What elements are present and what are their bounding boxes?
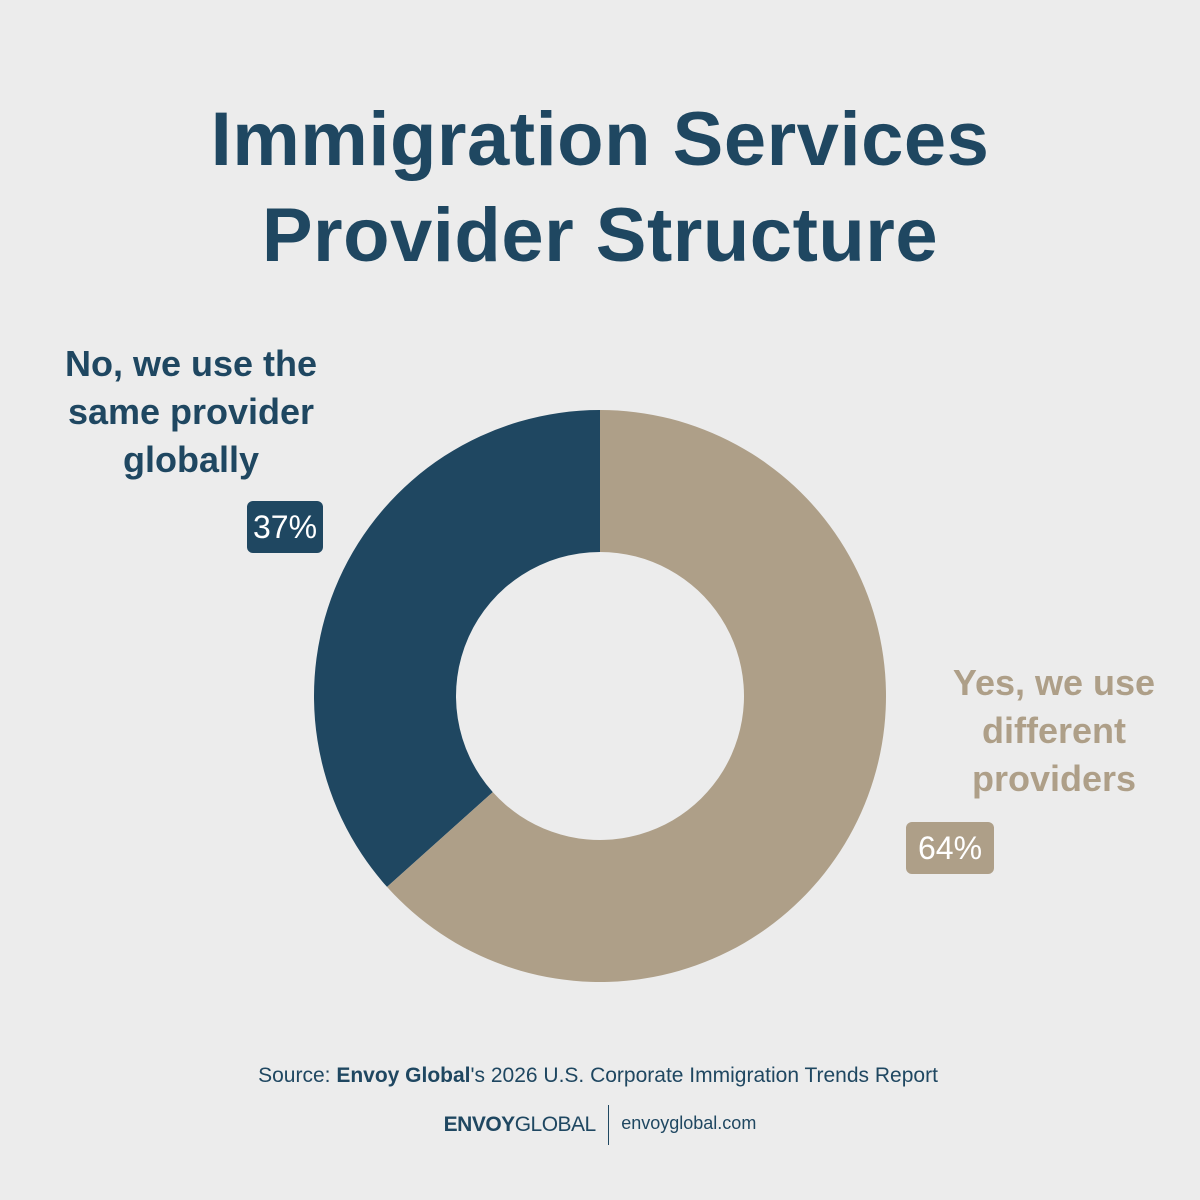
value-badge-different-providers: 64% bbox=[906, 822, 994, 874]
footer-divider bbox=[607, 1105, 610, 1145]
logo-global-text: GLOBAL bbox=[514, 1113, 597, 1136]
slice-label-different-providers-line-3: providers bbox=[971, 758, 1137, 799]
slice-label-same-provider-line-3: globally bbox=[122, 439, 260, 480]
slice-label-different-providers: Yes, we use different providers bbox=[920, 659, 1188, 803]
chart-title: Immigration Services Provider Structure bbox=[0, 92, 1200, 284]
slice-label-same-provider-line-2: same provider bbox=[67, 391, 315, 432]
envoy-global-logo: ENVOYGLOBAL bbox=[444, 1113, 608, 1137]
slice-label-same-provider-line-1: No, we use the bbox=[64, 343, 318, 384]
source-brand: Envoy Global bbox=[336, 1064, 471, 1087]
chart-title-line-1: Immigration Services bbox=[210, 97, 990, 182]
footer: ENVOYGLOBAL envoyglobal.com bbox=[0, 1104, 1200, 1146]
logo-envoy-text: ENVOY bbox=[443, 1113, 516, 1136]
chart-title-line-2: Provider Structure bbox=[261, 193, 939, 278]
donut-slice-different-providers bbox=[387, 410, 887, 982]
slice-label-different-providers-line-2: different bbox=[982, 710, 1126, 751]
donut-slices bbox=[314, 410, 887, 982]
donut-slice-same-provider bbox=[314, 410, 600, 887]
value-badge-same-provider: 37% bbox=[247, 501, 323, 553]
slice-label-same-provider: No, we use the same provider globally bbox=[30, 340, 352, 484]
source-suffix: 's 2026 U.S. Corporate Immigration Trend… bbox=[470, 1064, 938, 1087]
source-prefix: Source: bbox=[258, 1064, 337, 1087]
website-link[interactable]: envoyglobal.com bbox=[621, 1112, 757, 1133]
source-note: Source: Envoy Global's 2026 U.S. Corpora… bbox=[0, 1062, 1196, 1090]
slice-label-different-providers-line-1: Yes, we use bbox=[952, 662, 1156, 703]
